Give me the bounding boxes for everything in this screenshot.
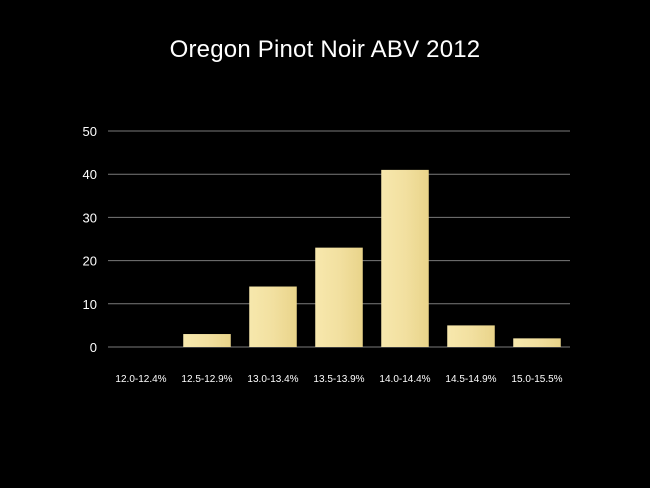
y-tick-label: 20 bbox=[83, 254, 97, 269]
y-tick-label: 30 bbox=[83, 210, 97, 225]
x-tick-label: 14.5-14.9% bbox=[445, 374, 496, 385]
x-tick-label: 12.5-12.9% bbox=[181, 374, 232, 385]
y-tick-label: 50 bbox=[83, 124, 97, 139]
bars bbox=[183, 169, 561, 347]
bar bbox=[183, 334, 231, 347]
x-tick-label: 12.0-12.4% bbox=[115, 374, 166, 385]
bar bbox=[315, 247, 363, 347]
bar bbox=[513, 338, 561, 347]
chart-title: Oregon Pinot Noir ABV 2012 bbox=[169, 36, 481, 63]
y-tick-label: 0 bbox=[90, 340, 97, 355]
x-tick-label: 13.5-13.9% bbox=[313, 374, 364, 385]
x-tick-label: 15.0-15.5% bbox=[511, 374, 562, 385]
x-tick-label: 14.0-14.4% bbox=[379, 374, 430, 385]
x-tick-label: 13.0-13.4% bbox=[247, 374, 298, 385]
bar bbox=[447, 325, 495, 347]
y-tick-label: 10 bbox=[83, 297, 97, 312]
y-axis-ticks: 0 10 20 30 40 50 bbox=[83, 124, 97, 355]
bar bbox=[249, 286, 297, 347]
x-axis-ticks: 12.0-12.4% 12.5-12.9% 13.0-13.4% 13.5-13.9%… bbox=[115, 374, 562, 385]
y-tick-label: 40 bbox=[83, 167, 97, 182]
bar bbox=[381, 169, 429, 347]
